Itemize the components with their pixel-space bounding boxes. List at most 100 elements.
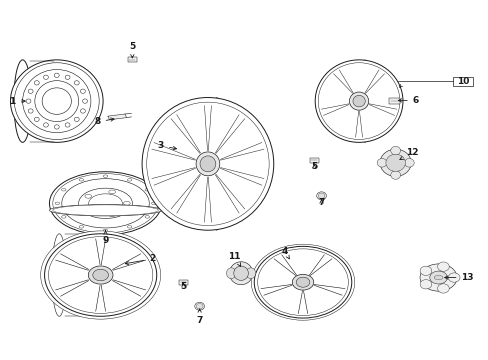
Ellipse shape <box>93 269 108 281</box>
Bar <box>128 57 137 62</box>
Ellipse shape <box>419 264 456 291</box>
Ellipse shape <box>14 60 31 142</box>
Ellipse shape <box>390 171 400 179</box>
Ellipse shape <box>318 193 325 199</box>
Ellipse shape <box>85 208 91 212</box>
Ellipse shape <box>26 99 31 103</box>
Ellipse shape <box>146 102 268 226</box>
Ellipse shape <box>65 123 70 127</box>
Polygon shape <box>220 168 264 185</box>
Polygon shape <box>368 104 396 115</box>
Text: 1: 1 <box>9 96 25 105</box>
Ellipse shape <box>22 69 91 133</box>
Ellipse shape <box>390 146 400 155</box>
Bar <box>388 98 399 104</box>
Bar <box>309 158 318 163</box>
Ellipse shape <box>61 189 66 191</box>
Ellipse shape <box>49 172 161 235</box>
Ellipse shape <box>404 158 413 167</box>
Ellipse shape <box>315 60 402 142</box>
Ellipse shape <box>379 149 410 176</box>
Ellipse shape <box>123 201 130 205</box>
Polygon shape <box>261 284 291 295</box>
Ellipse shape <box>65 75 70 80</box>
Ellipse shape <box>419 266 431 275</box>
Ellipse shape <box>145 216 149 218</box>
Ellipse shape <box>151 202 156 204</box>
Ellipse shape <box>447 273 459 282</box>
Polygon shape <box>204 105 211 150</box>
Polygon shape <box>56 254 89 270</box>
Polygon shape <box>108 114 126 120</box>
Ellipse shape <box>81 109 85 113</box>
Ellipse shape <box>209 98 224 230</box>
Text: 5: 5 <box>180 282 186 291</box>
Ellipse shape <box>43 75 48 80</box>
Ellipse shape <box>376 158 386 167</box>
Ellipse shape <box>437 262 448 271</box>
Ellipse shape <box>292 274 313 290</box>
Text: 13: 13 <box>444 273 473 282</box>
Ellipse shape <box>14 63 99 139</box>
Ellipse shape <box>251 244 354 320</box>
Ellipse shape <box>145 189 149 191</box>
Ellipse shape <box>194 302 204 310</box>
Polygon shape <box>96 285 105 311</box>
Ellipse shape <box>54 125 59 129</box>
Ellipse shape <box>42 88 71 114</box>
Polygon shape <box>56 280 89 296</box>
Ellipse shape <box>48 237 152 314</box>
Text: 6: 6 <box>398 96 418 105</box>
Ellipse shape <box>74 81 79 85</box>
Bar <box>452 77 472 86</box>
Text: 2: 2 <box>125 255 155 265</box>
Ellipse shape <box>352 95 365 107</box>
Ellipse shape <box>82 99 87 103</box>
Ellipse shape <box>108 190 115 194</box>
Ellipse shape <box>226 268 236 279</box>
Ellipse shape <box>437 284 448 293</box>
Ellipse shape <box>127 179 132 181</box>
Text: 7: 7 <box>318 198 324 207</box>
Ellipse shape <box>35 81 79 122</box>
Ellipse shape <box>254 246 351 318</box>
Ellipse shape <box>429 271 447 284</box>
Ellipse shape <box>49 204 161 216</box>
Ellipse shape <box>229 262 252 285</box>
Polygon shape <box>171 174 200 213</box>
Text: 12: 12 <box>399 148 418 159</box>
Polygon shape <box>274 255 296 275</box>
Ellipse shape <box>127 226 132 228</box>
Text: 8: 8 <box>94 117 114 126</box>
Ellipse shape <box>79 179 83 181</box>
Polygon shape <box>313 284 345 295</box>
Polygon shape <box>309 255 331 275</box>
Ellipse shape <box>316 192 326 200</box>
Ellipse shape <box>108 213 115 217</box>
Text: 11: 11 <box>228 252 241 266</box>
Polygon shape <box>220 143 264 160</box>
Ellipse shape <box>61 216 66 218</box>
Ellipse shape <box>79 226 83 228</box>
Polygon shape <box>152 168 195 185</box>
Ellipse shape <box>52 234 66 316</box>
Polygon shape <box>171 114 200 153</box>
Ellipse shape <box>88 194 122 213</box>
Ellipse shape <box>233 266 248 280</box>
Ellipse shape <box>34 81 39 85</box>
Ellipse shape <box>196 303 203 309</box>
Text: 3: 3 <box>158 141 176 150</box>
Polygon shape <box>96 239 105 265</box>
Ellipse shape <box>318 63 399 139</box>
Ellipse shape <box>385 154 405 171</box>
Ellipse shape <box>88 266 113 284</box>
Ellipse shape <box>43 123 48 127</box>
Text: 5: 5 <box>310 162 317 171</box>
Ellipse shape <box>433 275 442 280</box>
Polygon shape <box>215 114 244 153</box>
Ellipse shape <box>296 277 309 287</box>
Ellipse shape <box>245 268 255 279</box>
Ellipse shape <box>55 202 60 204</box>
Ellipse shape <box>81 89 85 93</box>
Polygon shape <box>298 291 307 314</box>
